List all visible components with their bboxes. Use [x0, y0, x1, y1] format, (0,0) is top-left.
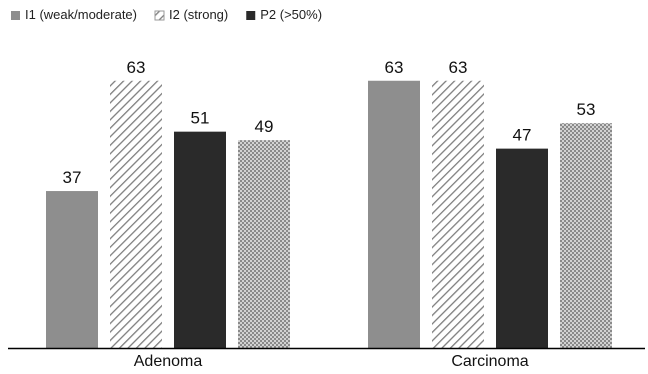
value-label-carcinoma-i2-strong: 63 — [449, 58, 468, 77]
bar-carcinoma-series-4 — [560, 123, 612, 348]
bar-adenoma-series-4 — [238, 140, 290, 348]
legend-swatch-i2-strong — [154, 10, 165, 21]
bar-carcinoma-p2-50 — [496, 148, 548, 348]
value-label-adenoma-i2-strong: 63 — [127, 58, 146, 77]
legend-swatch-i1-weak-moderate — [11, 11, 20, 20]
value-labels: 37 63 51 49 63 63 47 53 — [63, 58, 596, 187]
value-label-carcinoma-i1-weak-moderate: 63 — [385, 58, 404, 77]
bar-carcinoma-i1-weak-moderate — [368, 80, 420, 348]
legend-swatch-p2-50 — [246, 11, 256, 20]
value-label-carcinoma-p2-50: 47 — [513, 126, 532, 145]
bar-adenoma-i2-strong — [110, 80, 162, 348]
legend-label-p2-50: P2 (>50%) — [260, 7, 322, 22]
value-label-adenoma-series-4: 49 — [255, 117, 274, 136]
bar-carcinoma-i2-strong — [432, 80, 484, 348]
x-tick-label-carcinoma: Carcinoma — [451, 353, 528, 369]
value-label-adenoma-i1-weak-moderate: 37 — [63, 168, 82, 187]
x-tick-label-adenoma: Adenoma — [134, 353, 203, 369]
value-label-carcinoma-series-4: 53 — [577, 100, 596, 119]
legend-label-i1-weak-moderate: I1 (weak/moderate) — [25, 7, 137, 22]
legend: I1 (weak/moderate) I2 (strong) P2 (>50%) — [11, 7, 322, 22]
bar-adenoma-i1-weak-moderate — [46, 191, 98, 348]
bar-adenoma-p2-50 — [174, 131, 226, 348]
bars — [46, 80, 612, 348]
x-axis: Adenoma Carcinoma — [8, 347, 645, 370]
value-label-adenoma-p2-50: 51 — [191, 109, 210, 128]
legend-label-i2-strong: I2 (strong) — [169, 7, 228, 22]
